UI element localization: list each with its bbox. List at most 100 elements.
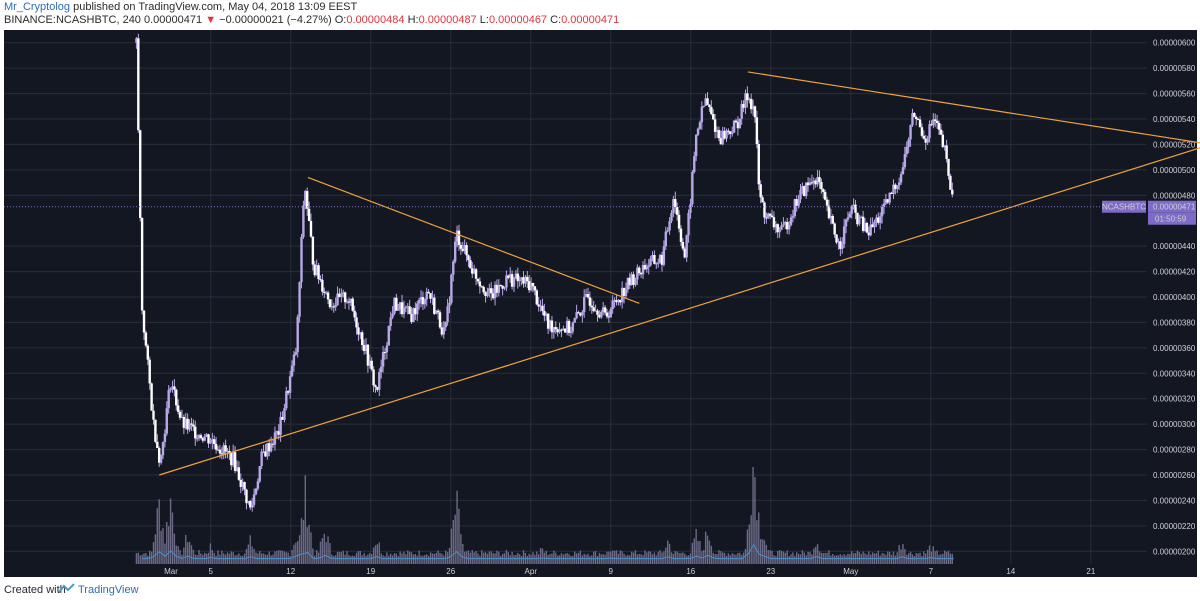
candle-body	[402, 307, 406, 315]
candle-body	[763, 202, 766, 218]
volume-bar	[887, 551, 889, 564]
candle-body	[220, 453, 224, 455]
volume-bar	[545, 551, 547, 564]
x-tick-label: 23	[766, 567, 775, 576]
volume-bar	[230, 551, 232, 564]
volume-bar	[837, 555, 840, 564]
volume-bar	[321, 538, 324, 564]
candle-body	[465, 245, 468, 256]
candle-body	[503, 287, 506, 289]
volume-bar	[338, 551, 341, 564]
candle-body	[825, 199, 829, 206]
candle-body	[844, 219, 848, 227]
candle-body	[770, 215, 774, 218]
candle-body	[254, 488, 258, 495]
volume-bar	[298, 535, 301, 564]
candle-body	[207, 434, 210, 444]
volume-bar	[304, 475, 306, 564]
candle-body	[507, 275, 510, 278]
volume-bar	[752, 466, 754, 564]
candle-body	[926, 138, 929, 143]
volume-bar	[518, 554, 521, 564]
x-tick-label: May	[843, 567, 858, 576]
candle-body	[939, 129, 943, 135]
candle-body	[700, 106, 704, 123]
candle-body	[296, 316, 299, 353]
tradingview-link[interactable]: TradingView	[78, 584, 139, 596]
y-tick-label: 0.00000540	[1153, 115, 1196, 124]
volume-bar	[334, 555, 337, 564]
volume-bar	[162, 528, 164, 564]
candle-body	[165, 408, 168, 434]
author-link[interactable]: Mr_Cryptolog	[4, 1, 71, 13]
candle-body	[368, 360, 372, 366]
candle-body	[381, 352, 385, 367]
candle-body	[827, 205, 831, 219]
x-tick-label: 5	[208, 567, 213, 576]
candle-body	[474, 269, 478, 279]
y-tick-label: 0.00000480	[1153, 191, 1196, 200]
candle-body	[643, 264, 647, 270]
price-chart[interactable]: 0.00000600 0.00000580 0.00000560 0.00000540…	[0, 28, 1200, 579]
candle-body	[878, 216, 882, 223]
candle-body	[249, 501, 252, 508]
volume-bar	[814, 546, 817, 564]
volume-bar	[505, 550, 508, 564]
volume-bar	[484, 552, 487, 564]
volume-bar	[904, 549, 906, 564]
candle-body	[457, 230, 461, 245]
candle-body	[787, 224, 791, 230]
candle-body	[448, 302, 451, 307]
candle-body	[317, 265, 320, 280]
candle-body	[681, 241, 685, 249]
candle-body	[433, 297, 436, 314]
candle-body	[810, 182, 814, 184]
candle-body	[884, 199, 888, 204]
candle-body	[723, 130, 726, 139]
candle-body	[873, 221, 876, 228]
candle-body	[920, 127, 924, 136]
volume-bar	[845, 555, 847, 564]
candle-body	[808, 182, 812, 186]
volume-bar	[276, 550, 278, 564]
volume-bar	[539, 548, 542, 564]
candle-body	[685, 235, 688, 258]
candle-body	[945, 145, 948, 159]
candle-body	[419, 297, 423, 300]
volume-bar	[171, 512, 174, 564]
y-tick-label: 0.00000380	[1153, 318, 1196, 327]
candle-body	[721, 130, 724, 145]
candle-body	[837, 241, 840, 243]
candle-body	[894, 184, 897, 189]
y-tick-label: 0.00000440	[1153, 242, 1196, 251]
volume-bar	[615, 550, 618, 564]
x-tick-label: 12	[286, 567, 295, 576]
low-value: 0.00000467	[488, 14, 548, 26]
candle-body	[858, 217, 861, 225]
candle-body	[266, 443, 269, 457]
candle-body	[753, 106, 757, 118]
volume-bar	[361, 555, 363, 564]
candle-body	[262, 451, 265, 453]
volume-bar	[697, 540, 699, 564]
volume-bar	[365, 555, 367, 564]
volume-bar	[179, 550, 181, 564]
candle-body	[725, 130, 728, 139]
candle-body	[186, 418, 189, 430]
candle-body	[347, 301, 351, 303]
volume-bar	[892, 551, 895, 564]
candle-body	[446, 306, 449, 323]
candle-body	[871, 224, 874, 228]
volume-bar	[704, 531, 707, 564]
y-tick-label: 0.00000360	[1153, 344, 1196, 353]
volume-bar	[289, 556, 291, 564]
y-tick-label: 0.00000280	[1153, 446, 1196, 455]
candle-body	[292, 354, 296, 366]
volume-bar	[574, 551, 576, 564]
candle-body	[679, 228, 683, 242]
volume-bar	[272, 554, 274, 564]
candle-body	[199, 435, 203, 439]
close-value: 0.00000471	[561, 14, 620, 26]
volume-bar	[926, 549, 929, 564]
candle-body	[201, 438, 205, 441]
